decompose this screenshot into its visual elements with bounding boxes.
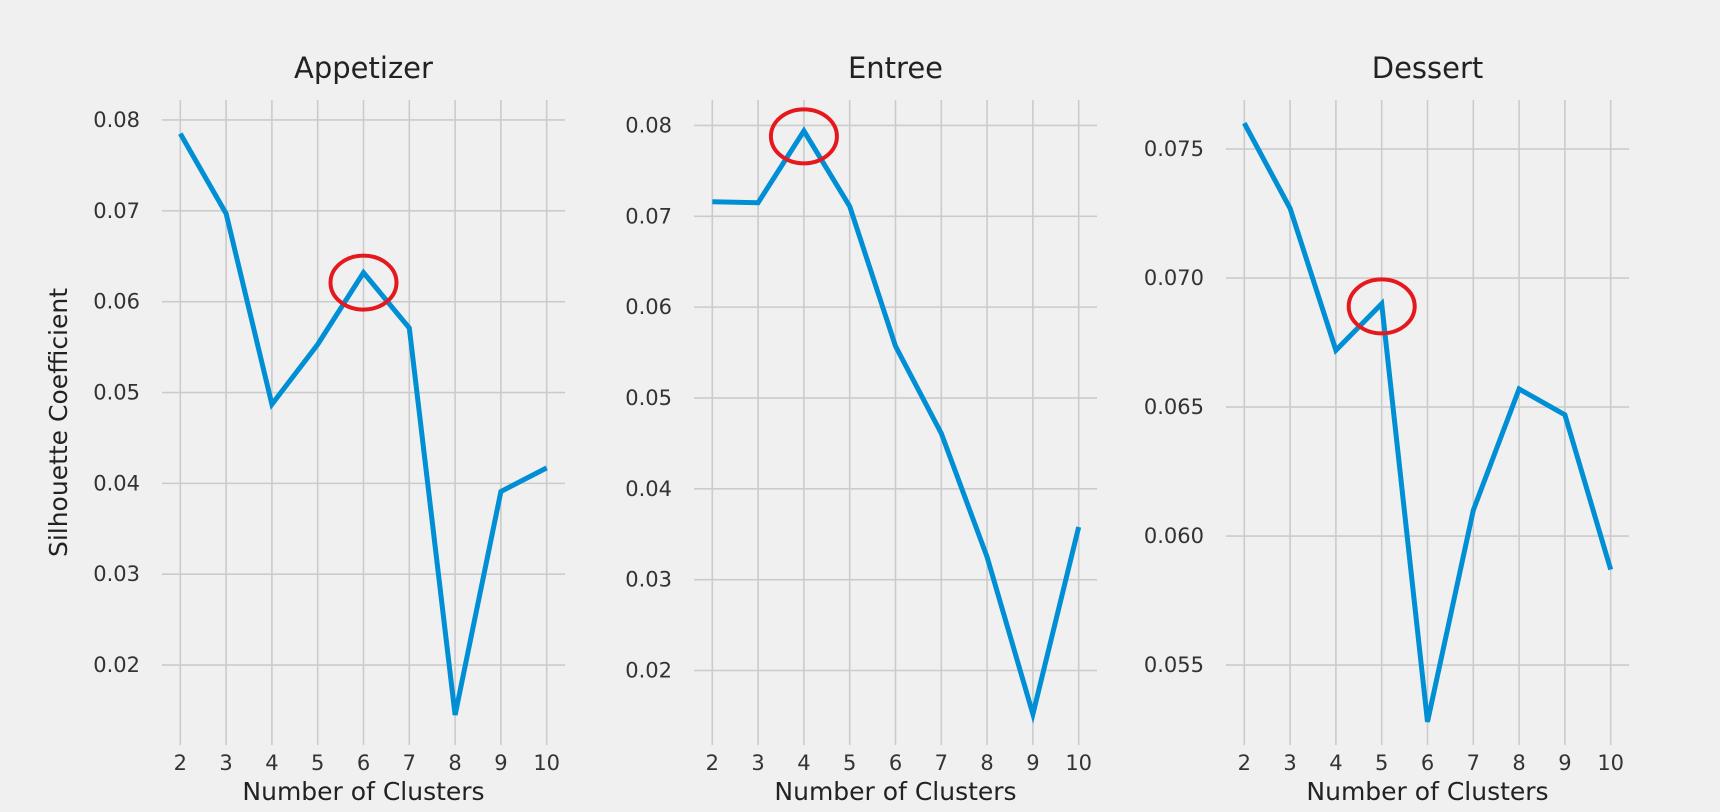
entree-x-tick-label: 5: [843, 751, 856, 775]
dessert-y-tick-label: 0.055: [1144, 653, 1204, 677]
dessert-x-tick-label: 9: [1558, 751, 1571, 775]
appetizer-silhouette-line: [178, 132, 548, 716]
appetizer-y-tick-label: 0.07: [93, 199, 140, 223]
entree-panel: 0.020.030.040.050.060.070.08 2 3 4 5 6 7 8 9 10 …: [625, 51, 1097, 806]
dessert-x-tick-label: 3: [1283, 751, 1296, 775]
dessert-silhouette-line: [1242, 122, 1614, 723]
entree-y-tick-label: 0.05: [625, 386, 672, 410]
entree-y-tick-label: 0.03: [625, 568, 672, 592]
dessert-optimal-marker: [1346, 277, 1417, 336]
dessert-x-axis-label: Number of Clusters: [1306, 777, 1548, 806]
entree-y-tick-label: 0.07: [625, 204, 672, 228]
entree-x-tick-label: 4: [797, 751, 810, 775]
entree-x-axis-label: Number of Clusters: [774, 777, 1016, 806]
entree-y-tick-label: 0.06: [625, 295, 672, 319]
appetizer-y-tick-label: 0.04: [93, 471, 140, 495]
dessert-x-tick-label: 7: [1467, 751, 1480, 775]
appetizer-x-tick-label: 7: [403, 751, 416, 775]
appetizer-y-axis-label: Silhouette Coefficient: [44, 288, 73, 557]
dessert-y-tick-label: 0.075: [1144, 137, 1204, 161]
dessert-x-tick-label: 2: [1238, 751, 1251, 775]
appetizer-x-tick-label: 9: [494, 751, 507, 775]
appetizer-y-tick-label: 0.06: [93, 290, 140, 314]
entree-y-tick-label: 0.02: [625, 659, 672, 683]
appetizer-y-tick-label: 0.08: [93, 108, 140, 132]
entree-y-ticks: 0.02 0.03 0.04 0.05 0.06 0.07 0.08: [625, 113, 672, 682]
appetizer-y-tick-label: 0.05: [93, 381, 140, 405]
dessert-x-tick-label: 5: [1375, 751, 1388, 775]
dessert-x-ticks: 2 3 4 5 6 7 8 9 10: [1238, 751, 1624, 775]
appetizer-y-ticks: 0.02 0.03 0.04 0.05 0.06 0.07 0.08: [93, 108, 140, 677]
entree-x-tick-label: 3: [751, 751, 764, 775]
dessert-y-tick-label: 0.065: [1144, 395, 1204, 419]
appetizer-x-tick-label: 5: [311, 751, 324, 775]
dessert-panel: 0.055 0.060 0.065 0.070 0.075 2 3 4 5 6 7 8 9 10 Des…: [1144, 51, 1629, 806]
appetizer-panel: 0.020.030.040.050.060.070.08 2 3 4 5 6 7 8 9 10 …: [44, 51, 565, 806]
entree-grid: [694, 100, 1097, 745]
appetizer-grid: [162, 100, 565, 745]
dessert-y-tick-label: 0.060: [1144, 524, 1204, 548]
entree-y-tick-label: 0.04: [625, 477, 672, 501]
dessert-y-tick-label: 0.070: [1144, 266, 1204, 290]
appetizer-y-tick-label: 0.02: [93, 653, 140, 677]
entree-x-tick-label: 10: [1065, 751, 1092, 775]
appetizer-optimal-marker: [328, 253, 399, 312]
appetizer-x-tick-label: 8: [448, 751, 461, 775]
entree-optimal-marker: [768, 107, 839, 166]
appetizer-x-tick-label: 2: [174, 751, 187, 775]
entree-x-tick-label: 8: [980, 751, 993, 775]
entree-y-tick-label: 0.08: [625, 113, 672, 137]
dessert-x-tick-label: 10: [1597, 751, 1624, 775]
appetizer-x-axis-label: Number of Clusters: [242, 777, 484, 806]
appetizer-x-tick-label: 4: [265, 751, 278, 775]
entree-x-tick-label: 7: [935, 751, 948, 775]
appetizer-title: Appetizer: [294, 51, 433, 85]
entree-silhouette-line: [712, 126, 1082, 724]
dessert-y-ticks: 0.055 0.060 0.065 0.070 0.075: [1144, 137, 1204, 677]
appetizer-x-tick-label: 3: [219, 751, 232, 775]
entree-x-tick-label: 2: [706, 751, 719, 775]
entree-x-tick-label: 9: [1026, 751, 1039, 775]
entree-title: Entree: [848, 51, 943, 85]
entree-x-tick-label: 6: [889, 751, 902, 775]
dessert-x-tick-label: 8: [1512, 751, 1525, 775]
dessert-x-tick-label: 6: [1421, 751, 1434, 775]
entree-x-ticks: 2 3 4 5 6 7 8 9 10: [706, 751, 1092, 775]
appetizer-x-tick-label: 10: [533, 751, 560, 775]
appetizer-y-tick-label: 0.03: [93, 562, 140, 586]
appetizer-x-ticks: 2 3 4 5 6 7 8 9 10: [174, 751, 560, 775]
dessert-title: Dessert: [1372, 51, 1484, 85]
dessert-x-tick-label: 4: [1329, 751, 1342, 775]
appetizer-x-tick-label: 6: [357, 751, 370, 775]
